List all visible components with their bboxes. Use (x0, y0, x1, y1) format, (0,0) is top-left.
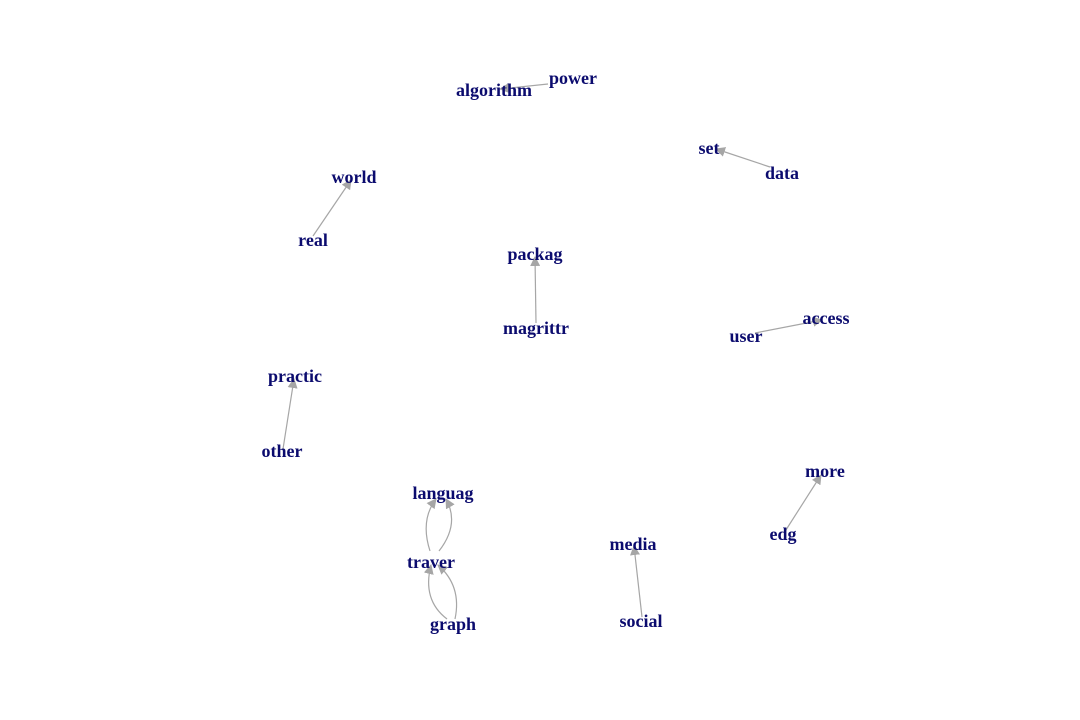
node-practic: practic (268, 366, 322, 386)
edge-real-to-world (312, 179, 352, 237)
edge-graph-to-traver (437, 564, 458, 620)
edge-magrittr-to-packag (530, 256, 541, 324)
edge-traver-to-languag (438, 498, 455, 552)
node-edg: edg (770, 524, 797, 544)
edge-social-to-media (630, 545, 643, 618)
node-user: user (730, 326, 763, 346)
node-more: more (805, 461, 845, 481)
node-graph: graph (430, 614, 476, 634)
node-access: access (803, 308, 850, 328)
node-set: set (699, 138, 720, 158)
edge-edg-to-more (783, 474, 822, 534)
edge-user-to-access (754, 316, 823, 334)
node-other: other (262, 441, 303, 461)
node-media: media (610, 534, 657, 554)
node-real: real (298, 230, 328, 250)
node-data: data (765, 163, 799, 183)
node-layer: algorithm power set data world real packag magr… (262, 68, 850, 634)
node-social: social (620, 611, 663, 631)
edge-other-to-practic (282, 378, 298, 450)
edge-graph-to-traver (423, 564, 448, 620)
node-magrittr: magrittr (503, 318, 569, 338)
edge-power-to-algorithm (499, 83, 549, 94)
edge-layer (282, 83, 823, 620)
node-packag: packag (507, 244, 562, 264)
node-languag: languag (412, 483, 473, 503)
node-traver: traver (407, 552, 455, 572)
edge-traver-to-languag (425, 498, 437, 552)
node-world: world (332, 167, 377, 187)
node-algorithm: algorithm (456, 80, 532, 100)
node-power: power (549, 68, 597, 88)
edge-data-to-set (715, 147, 771, 168)
